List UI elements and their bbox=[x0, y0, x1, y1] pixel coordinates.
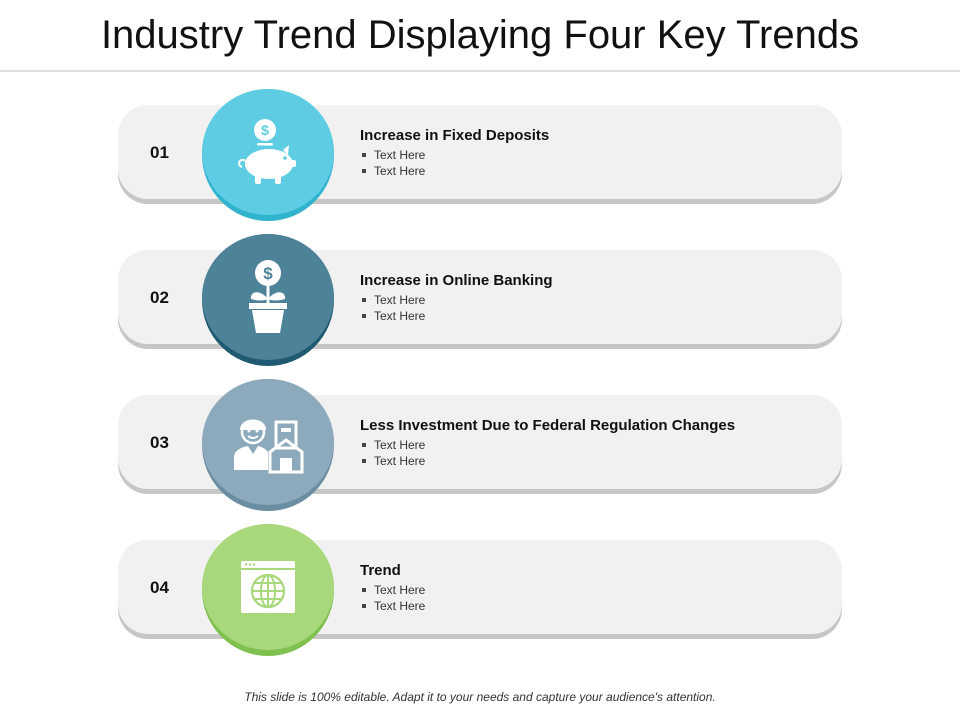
trend-bullets: Text Here Text Here bbox=[360, 147, 549, 179]
trend-number: 02 bbox=[150, 288, 169, 307]
trend-bullets: Text Here Text Here bbox=[360, 437, 735, 469]
slide-title: Industry Trend Displaying Four Key Trend… bbox=[100, 13, 860, 57]
trend-row-3: 03 Less Investment bbox=[118, 379, 842, 511]
bullet-item: Text Here bbox=[360, 308, 553, 324]
bullet-item: Text Here bbox=[360, 437, 735, 453]
trend-number: 01 bbox=[150, 143, 169, 162]
trend-heading: Less Investment Due to Federal Regulatio… bbox=[360, 417, 736, 434]
money-plant-icon: $ bbox=[238, 259, 298, 335]
web-globe-icon bbox=[239, 559, 297, 615]
trend-icon-circle: $ bbox=[202, 89, 334, 221]
bullet-item: Text Here bbox=[360, 453, 735, 469]
title-divider bbox=[0, 70, 960, 72]
bullet-item: Text Here bbox=[360, 582, 425, 598]
footer-note: This slide is 100% editable. Adapt it to… bbox=[244, 690, 716, 704]
trend-heading: Increase in Online Banking bbox=[360, 272, 553, 289]
trend-text: Increase in Fixed Deposits Text Here Tex… bbox=[360, 127, 549, 179]
trend-bullets: Text Here Text Here bbox=[360, 292, 553, 324]
svg-text:$: $ bbox=[261, 122, 269, 138]
businessman-building-icon bbox=[232, 408, 304, 476]
trend-number: 03 bbox=[150, 433, 169, 452]
trend-row-4: 04 Trend bbox=[118, 524, 842, 656]
trend-row-1: 01 $ Increase in Fixed Deposits bbox=[118, 89, 842, 221]
piggy-bank-icon: $ bbox=[231, 117, 305, 187]
circle-face: $ bbox=[202, 89, 334, 215]
circle-face bbox=[202, 379, 334, 505]
trend-bullets: Text Here Text Here bbox=[360, 582, 425, 614]
trend-heading: Increase in Fixed Deposits bbox=[360, 127, 550, 144]
trend-text: Less Investment Due to Federal Regulatio… bbox=[360, 417, 735, 469]
trend-text: Trend Text Here Text Here bbox=[360, 562, 425, 614]
bullet-item: Text Here bbox=[360, 163, 549, 179]
trend-number: 04 bbox=[150, 578, 169, 597]
bullet-item: Text Here bbox=[360, 292, 553, 308]
circle-face bbox=[202, 524, 334, 650]
trend-row-2: 02 $ Increase in Online Banking Text Her… bbox=[118, 234, 842, 366]
bullet-item: Text Here bbox=[360, 598, 425, 614]
trend-icon-circle bbox=[202, 379, 334, 511]
trend-text: Increase in Online Banking Text Here Tex… bbox=[360, 272, 553, 324]
svg-text:$: $ bbox=[263, 264, 273, 283]
trend-icon-circle bbox=[202, 524, 334, 656]
trend-heading: Trend bbox=[360, 562, 401, 579]
trend-icon-circle: $ bbox=[202, 234, 334, 366]
bullet-item: Text Here bbox=[360, 147, 549, 163]
circle-face: $ bbox=[202, 234, 334, 360]
